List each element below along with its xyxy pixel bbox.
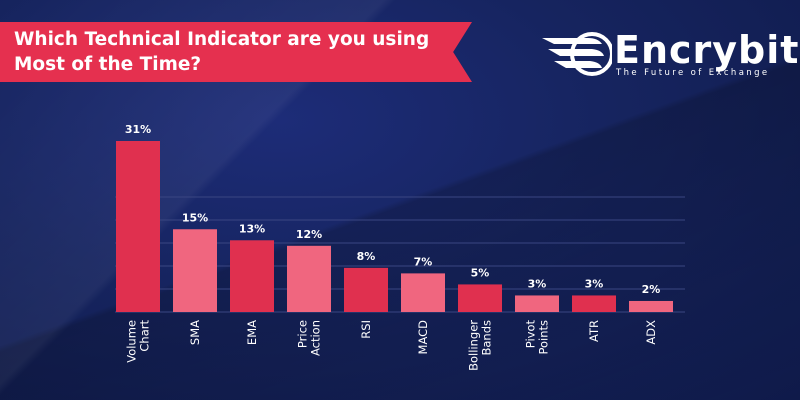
title-banner [0,22,472,82]
category-label-line: Price [296,320,310,348]
wings-logo-icon [542,32,612,76]
bar [344,267,388,312]
category-label: BollingerBands [467,320,494,371]
bar-value-label: 3% [585,277,604,290]
bar-value-label: 13% [239,222,265,235]
bar-value-label: 31% [125,123,151,136]
bar [173,229,217,312]
category-label-line: RSI [359,320,373,339]
category-label-line: SMA [188,320,202,345]
category-label-line: Bollinger [467,320,481,371]
bar-value-label: 3% [528,277,547,290]
title-line-1: Which Technical Indicator are you using [14,29,430,50]
brand-name: Encrybit [614,28,800,72]
category-label-line: MACD [416,320,430,355]
title-line-2: Most of the Time? [14,54,202,75]
bar [116,141,160,312]
category-label: ATR [587,320,601,342]
bar-value-label: 12% [296,228,322,241]
category-label-line: Action [309,320,323,356]
bar [629,300,673,312]
category-label: SMA [188,320,202,345]
category-label: EMA [245,320,259,345]
bar-value-label: 2% [642,283,661,296]
category-label: MACD [416,320,430,355]
category-label-line: Volume [125,320,139,363]
page-title: Which Technical Indicator are you using … [14,27,454,77]
category-label: ADX [644,320,658,345]
category-label-line: ADX [644,320,658,345]
bar-value-label: 8% [357,250,376,263]
bar [458,284,502,312]
bar-value-label: 15% [182,211,208,224]
category-label-line: Bands [480,320,494,356]
category-label-line: ATR [587,320,601,342]
category-label-line: Pivot [524,320,538,349]
bar-value-label: 5% [471,266,490,279]
bar-value-label: 7% [414,255,433,268]
brand-tagline: The Future of Exchange [616,68,770,78]
bar [230,240,274,312]
bar [515,295,559,312]
category-label-line: EMA [245,320,259,345]
category-label: PivotPoints [524,320,551,355]
bar [401,273,445,312]
bar [572,295,616,312]
category-label: RSI [359,320,373,339]
bar [287,245,331,312]
category-label-line: Points [537,320,551,355]
category-label: PriceAction [296,320,323,356]
brand-logo: Encrybit The Future of Exchange [540,28,798,83]
category-label: VolumeChart [125,320,152,363]
category-label-line: Chart [138,320,152,352]
